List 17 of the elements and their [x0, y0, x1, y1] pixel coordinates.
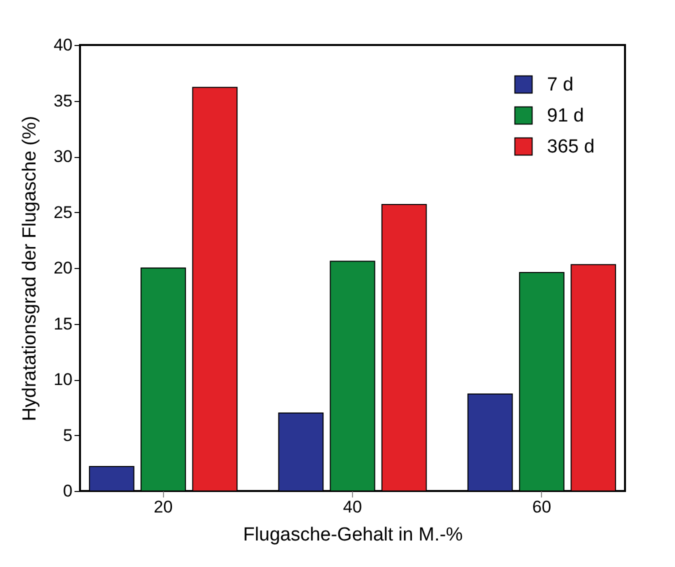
- y-tick-label: 35: [54, 91, 72, 110]
- legend-label: 365 d: [547, 136, 595, 158]
- legend-label: 7 d: [547, 74, 574, 96]
- y-axis-title: Hydratationsgrad der Flugasche (%): [20, 116, 41, 422]
- y-tick-label: 0: [63, 482, 72, 500]
- y-tick-label: 20: [54, 258, 72, 278]
- y-tick-label: 30: [54, 147, 72, 166]
- y-tick-label: 40: [54, 36, 72, 54]
- x-tick-label: 60: [532, 498, 552, 516]
- x-tick-label: 20: [154, 498, 173, 516]
- legend-label: 91 d: [547, 106, 584, 126]
- y-tick-label: 25: [54, 202, 72, 222]
- y-tick-label: 15: [54, 314, 72, 334]
- y-tick-label: 10: [54, 370, 72, 389]
- x-tick-label: 40: [343, 498, 362, 516]
- y-tick-label: 5: [63, 426, 72, 445]
- x-axis-title: Flugasche-Gehalt in M.-%: [243, 524, 463, 546]
